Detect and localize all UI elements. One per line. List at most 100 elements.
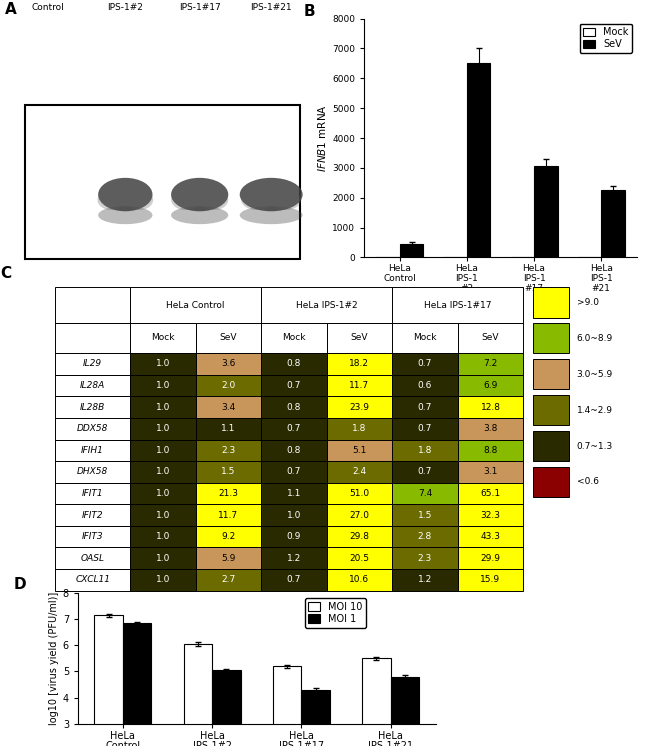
Bar — [458, 353, 523, 374]
Text: 43.3: 43.3 — [480, 532, 500, 541]
Text: 1.0: 1.0 — [155, 468, 170, 477]
Bar — [183, 644, 212, 746]
Text: Mock: Mock — [151, 333, 174, 342]
Ellipse shape — [98, 189, 125, 210]
Text: HeLa Control: HeLa Control — [166, 301, 225, 310]
Text: SeV: SeV — [350, 333, 368, 342]
Text: 0.7: 0.7 — [287, 575, 301, 584]
Text: 11.7: 11.7 — [349, 381, 369, 390]
Bar — [130, 396, 196, 418]
Bar — [327, 461, 392, 483]
Text: IFIT3: IFIT3 — [82, 532, 103, 541]
Text: IL29: IL29 — [83, 360, 102, 369]
Bar — [392, 461, 458, 483]
Text: 1.0: 1.0 — [155, 446, 170, 455]
Bar — [327, 396, 392, 418]
Text: 1.2: 1.2 — [418, 575, 432, 584]
Text: Mock: Mock — [282, 333, 306, 342]
Text: 1.0: 1.0 — [287, 510, 301, 519]
Bar — [130, 548, 196, 569]
Text: 20.5: 20.5 — [350, 554, 369, 562]
Text: 1.5: 1.5 — [221, 468, 235, 477]
Bar — [392, 526, 458, 548]
Bar — [392, 569, 458, 591]
Bar — [261, 461, 327, 483]
Bar — [458, 396, 523, 418]
Text: 29.8: 29.8 — [350, 532, 369, 541]
Text: SeV: SeV — [220, 333, 237, 342]
Bar — [261, 483, 327, 504]
Text: 1.2: 1.2 — [287, 554, 301, 562]
Text: 8.8: 8.8 — [484, 446, 498, 455]
Bar — [130, 287, 261, 323]
Text: 11.7: 11.7 — [218, 510, 239, 519]
Bar — [392, 287, 523, 323]
Text: 18.2: 18.2 — [350, 360, 369, 369]
Ellipse shape — [241, 189, 272, 210]
Bar — [130, 353, 196, 374]
Bar — [533, 431, 569, 461]
Ellipse shape — [171, 189, 200, 210]
Bar — [196, 418, 261, 439]
Text: 32.3: 32.3 — [480, 510, 500, 519]
Bar — [261, 396, 327, 418]
Text: 1.0: 1.0 — [155, 360, 170, 369]
Bar — [458, 323, 523, 353]
Bar — [130, 439, 196, 461]
Bar — [196, 396, 261, 418]
Text: 0.7: 0.7 — [418, 360, 432, 369]
Bar — [400, 244, 423, 257]
Text: 1.0: 1.0 — [155, 489, 170, 498]
Text: 2.3: 2.3 — [418, 554, 432, 562]
Bar — [392, 353, 458, 374]
Text: 3.4: 3.4 — [221, 403, 235, 412]
Bar — [55, 396, 130, 418]
Bar — [458, 418, 523, 439]
Bar — [533, 287, 569, 318]
Bar — [261, 418, 327, 439]
Bar — [130, 461, 196, 483]
Bar — [55, 323, 130, 353]
Ellipse shape — [126, 189, 153, 210]
Text: >9.0: >9.0 — [577, 298, 599, 307]
Text: 0.8: 0.8 — [287, 403, 301, 412]
Text: 7.2: 7.2 — [484, 360, 498, 369]
Ellipse shape — [240, 206, 303, 224]
Text: 1.0: 1.0 — [155, 381, 170, 390]
Bar — [392, 396, 458, 418]
Ellipse shape — [240, 178, 303, 211]
Text: 0.9: 0.9 — [287, 532, 301, 541]
Bar — [55, 353, 130, 374]
Text: 10.6: 10.6 — [349, 575, 369, 584]
Text: 51.0: 51.0 — [349, 489, 369, 498]
Ellipse shape — [171, 206, 228, 224]
Text: HeLa IPS-1#17: HeLa IPS-1#17 — [424, 301, 491, 310]
Bar — [212, 670, 240, 746]
Text: 27.0: 27.0 — [350, 510, 369, 519]
Text: HeLa
Control: HeLa Control — [32, 0, 64, 13]
Text: IFIH1: IFIH1 — [81, 446, 104, 455]
Text: 7.4: 7.4 — [418, 489, 432, 498]
Bar — [196, 353, 261, 374]
Bar — [196, 548, 261, 569]
Bar — [123, 623, 151, 746]
Bar — [392, 418, 458, 439]
Bar — [261, 504, 327, 526]
Text: 1.1: 1.1 — [221, 424, 235, 433]
Text: A: A — [5, 2, 17, 17]
Text: 1.1: 1.1 — [287, 489, 301, 498]
Text: 6.0~8.9: 6.0~8.9 — [577, 333, 613, 343]
Text: Mock: Mock — [413, 333, 437, 342]
Bar — [25, 105, 300, 260]
Text: 3.1: 3.1 — [484, 468, 498, 477]
Bar — [55, 374, 130, 396]
Text: 1.0: 1.0 — [155, 532, 170, 541]
Text: B: B — [304, 4, 315, 19]
Bar — [130, 526, 196, 548]
Text: D: D — [14, 577, 26, 592]
Bar — [533, 323, 569, 354]
Text: <0.6: <0.6 — [577, 477, 599, 486]
Bar — [392, 504, 458, 526]
Text: 23.9: 23.9 — [350, 403, 369, 412]
Text: 0.7: 0.7 — [287, 468, 301, 477]
